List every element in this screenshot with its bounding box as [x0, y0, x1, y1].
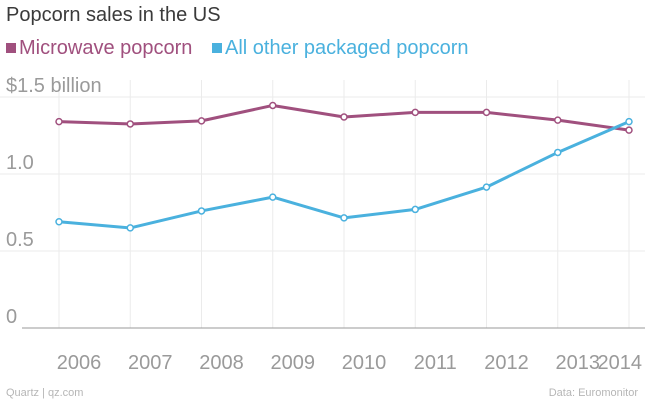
data-point	[340, 214, 348, 222]
data-point	[197, 117, 206, 125]
y-tick-label: 0.5	[6, 229, 34, 251]
chart-title: Popcorn sales in the US	[6, 4, 221, 26]
data-point	[126, 120, 134, 128]
source-credit: Quartz | qz.com	[6, 387, 84, 399]
legend-label-microwave: Microwave popcorn	[19, 37, 193, 59]
data-point	[482, 108, 491, 117]
data-point	[625, 126, 633, 134]
data-point	[625, 117, 633, 126]
data-point	[554, 116, 562, 124]
data-source: Data: Euromonitor	[548, 387, 638, 399]
data-point	[55, 117, 63, 126]
x-tick-label: 2010	[342, 352, 387, 374]
data-point	[411, 108, 419, 117]
legend-item-other: All other packaged popcorn	[211, 37, 469, 60]
x-tick-label: 2012	[484, 352, 529, 374]
data-point	[126, 224, 134, 232]
data-point	[554, 148, 562, 157]
x-tick-label: 2013	[556, 352, 601, 374]
legend-item-microwave: Microwave popcorn	[6, 37, 192, 60]
x-tick-label: 2008	[199, 352, 244, 374]
legend: Microwave popcorn All other packaged pop…	[6, 37, 482, 60]
legend-swatch-other	[211, 43, 222, 53]
legend-swatch-microwave	[6, 43, 16, 53]
x-tick-label: 2006	[57, 352, 102, 374]
data-point	[411, 205, 419, 214]
data-point	[55, 217, 63, 226]
y-tick-label: 1.0	[6, 152, 34, 174]
x-tick-label: 2009	[271, 352, 316, 374]
x-tick-label: 2011	[414, 352, 457, 374]
y-tick-label: $1.5 billion	[6, 75, 102, 97]
x-tick-label: 2007	[128, 352, 173, 374]
x-tick-label: 2014	[598, 352, 643, 374]
data-point	[269, 193, 277, 201]
data-point	[269, 101, 277, 110]
data-point	[197, 207, 206, 215]
data-point	[482, 183, 491, 191]
legend-label-other: All other packaged popcorn	[224, 37, 469, 59]
y-tick-label: 0	[6, 306, 17, 328]
data-point	[340, 113, 348, 121]
